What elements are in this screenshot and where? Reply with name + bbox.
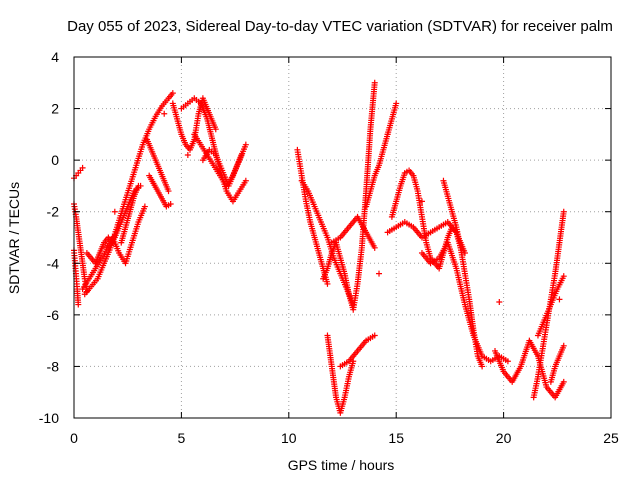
x-tick-labels: 0 5 10 15 20 25 [70, 57, 619, 446]
data-point [418, 198, 425, 205]
y-tick-label: 2 [51, 101, 59, 117]
data-point [184, 151, 191, 158]
data-point [371, 79, 378, 86]
data-point [242, 141, 249, 148]
data-point [496, 298, 503, 305]
data-point [111, 208, 118, 215]
data-point [371, 332, 378, 339]
x-tick-label: 5 [178, 430, 186, 446]
y-tick-label: -10 [39, 410, 59, 426]
data-point [479, 363, 486, 370]
data-point [135, 182, 142, 189]
plot-frame [73, 56, 612, 419]
data-point [560, 208, 567, 215]
y-tick-labels: -10 -8 -6 -4 -2 0 2 4 [39, 49, 611, 426]
data-point [165, 188, 172, 195]
y-tick-label: -6 [47, 307, 60, 323]
data-point [393, 100, 400, 107]
data-point [75, 301, 82, 308]
data-point [167, 200, 174, 207]
data-point [238, 151, 245, 158]
data-point [560, 273, 567, 280]
y-tick-label: -4 [47, 255, 60, 271]
data-point [384, 131, 391, 138]
data-point [242, 177, 249, 184]
data-point [560, 342, 567, 349]
y-tick-label: -8 [47, 358, 60, 374]
chart-title: Day 055 of 2023, Sidereal Day-to-day VTE… [67, 18, 613, 35]
data-point [141, 203, 148, 210]
x-tick-label: 15 [388, 430, 404, 446]
y-tick-label: -2 [47, 204, 60, 220]
x-tick-label: 0 [70, 430, 78, 446]
data-point [324, 280, 331, 287]
y-tick-label: 0 [51, 152, 59, 168]
data-point [560, 378, 567, 385]
x-axis-label: GPS time / hours [288, 457, 395, 473]
y-axis-label: SDTVAR / TECUs [6, 182, 22, 294]
x-tick-label: 10 [281, 430, 297, 446]
x-tick-label: 20 [496, 430, 512, 446]
data-point [504, 358, 511, 365]
data-point [169, 90, 176, 97]
data-point [371, 244, 378, 251]
data-point [79, 164, 86, 171]
data-point [212, 126, 219, 133]
data-points [71, 79, 567, 416]
data-point [376, 270, 383, 277]
y-tick-label: 4 [51, 49, 59, 65]
data-point [161, 110, 168, 117]
data-point [556, 296, 563, 303]
x-tick-label: 25 [603, 430, 619, 446]
